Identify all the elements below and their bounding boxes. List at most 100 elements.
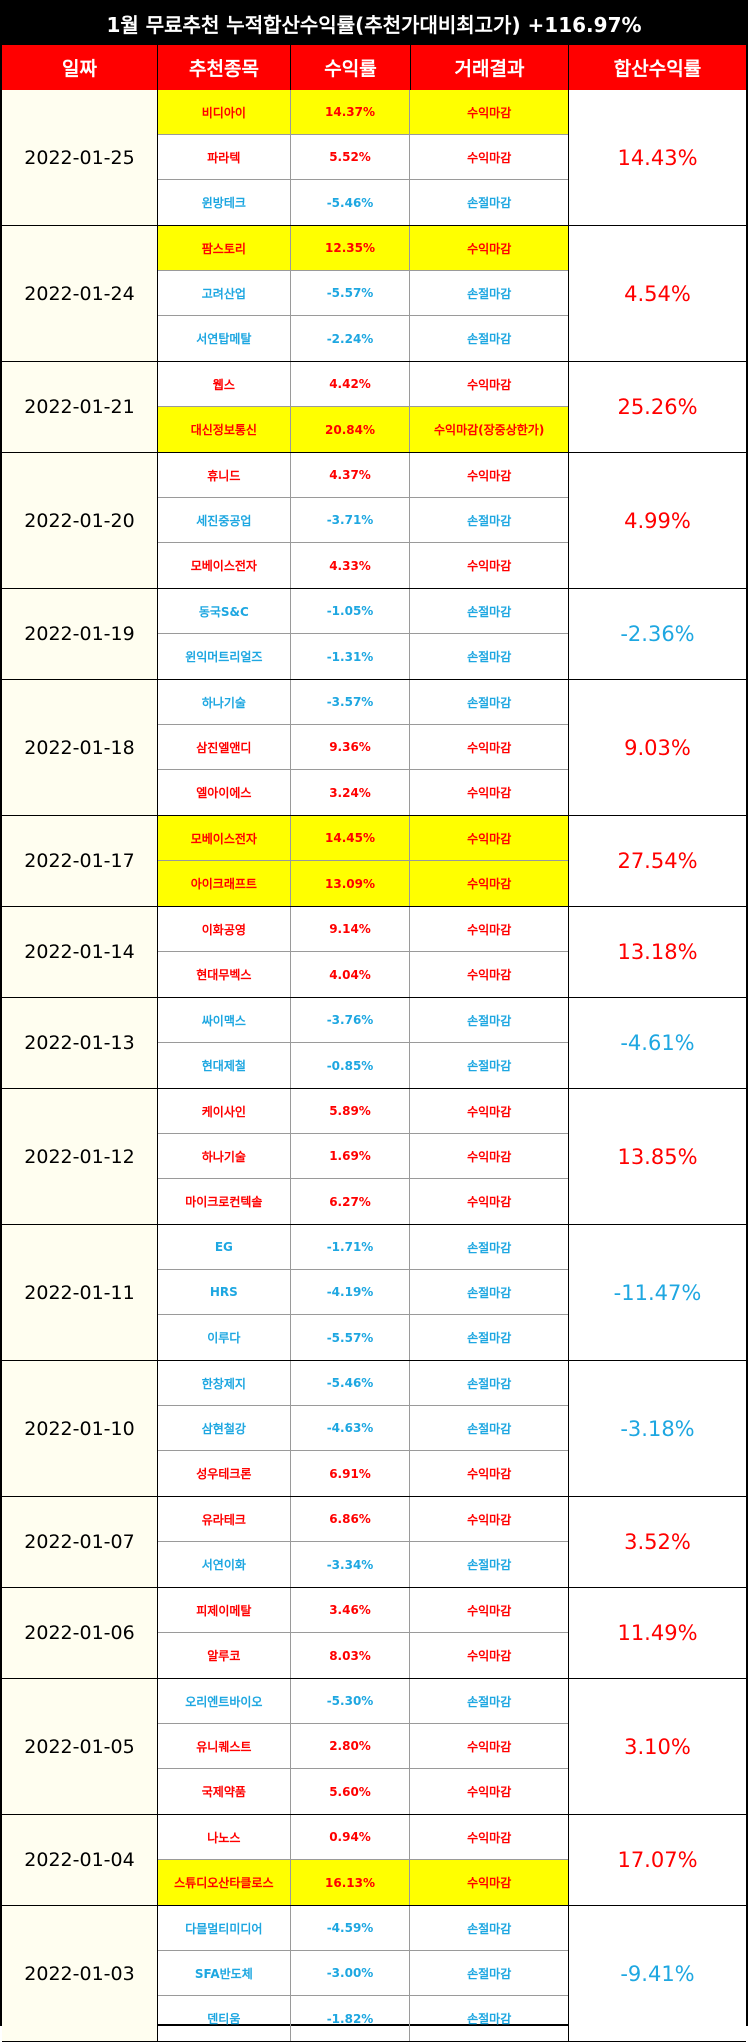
return-value: 9.14% — [291, 907, 411, 951]
stock-name: 엘아이에스 — [158, 770, 291, 815]
header-stock: 추천종목 — [158, 45, 291, 90]
total-return: 14.43% — [569, 90, 746, 225]
return-value: -0.85% — [291, 1043, 411, 1088]
table-row: 나노스 0.94% 수익마감 — [158, 1815, 568, 1860]
table-row: 피제이메탈 3.46% 수익마감 — [158, 1588, 568, 1633]
total-return: -9.41% — [569, 1906, 746, 2041]
total-return: -3.18% — [569, 1361, 746, 1496]
date-cell: 2022-01-05 — [2, 1679, 158, 1814]
return-value: 6.86% — [291, 1497, 411, 1541]
table-row: 웹스 4.42% 수익마감 — [158, 362, 568, 407]
return-value: 5.60% — [291, 1769, 411, 1814]
trade-result: 손절마감 — [467, 1240, 512, 1255]
trade-result: 손절마감 — [467, 604, 512, 619]
table-row: 하나기술 -3.57% 손절마감 — [158, 680, 568, 725]
return-value: 12.35% — [291, 226, 411, 270]
table-row: HRS -4.19% 손절마감 — [158, 1270, 568, 1315]
date-cell: 2022-01-18 — [2, 680, 158, 815]
date-group: 2022-01-07 유라테크 6.86% 수익마감 서연이화 -3.34% 손절마감 3.5… — [2, 1497, 746, 1588]
date-group: 2022-01-11 EG -1.71% 손절마감 HRS -4.19% 손절마감 이루다 -5… — [2, 1225, 746, 1361]
table-row: 모베이스전자 14.45% 수익마감 — [158, 816, 568, 861]
trade-result: 수익마감 — [467, 877, 512, 891]
stock-name: 성우테크론 — [158, 1451, 291, 1496]
date-group: 2022-01-25 비디아이 14.37% 수익마감 파라텍 5.52% 수익마감 윈방테크… — [2, 90, 746, 226]
trade-result: 수익마감 — [467, 1467, 512, 1481]
table-row: 세진중공업 -3.71% 손절마감 — [158, 498, 568, 543]
table-row: 이화공영 9.14% 수익마감 — [158, 907, 568, 952]
trade-result: 손절마감 — [467, 332, 512, 346]
stock-name: 아이크래프트 — [158, 861, 291, 906]
trade-result: 수익마감 — [467, 241, 512, 256]
trade-result: 수익마감 — [467, 968, 512, 982]
trade-result: 손절마감 — [467, 1285, 512, 1300]
table-row: 서연이화 -3.34% 손절마감 — [158, 1542, 568, 1587]
trade-result: 손절마감 — [467, 1376, 512, 1391]
table-row: 국제약품 5.60% 수익마감 — [158, 1769, 568, 1814]
date-cell: 2022-01-24 — [2, 226, 158, 361]
stock-name: 하나기술 — [158, 1134, 291, 1178]
trade-result: 손절마감 — [467, 1921, 512, 1936]
stock-name: 이화공영 — [158, 907, 291, 951]
header-total: 합산수익률 — [613, 58, 702, 80]
return-value: 4.37% — [291, 453, 411, 497]
stock-rows: 유라테크 6.86% 수익마감 서연이화 -3.34% 손절마감 — [158, 1497, 569, 1587]
stock-name: 케이사인 — [158, 1089, 291, 1133]
stock-name: 싸이맥스 — [158, 998, 291, 1042]
stock-name: 대신정보통신 — [158, 407, 291, 452]
date-cell: 2022-01-21 — [2, 362, 158, 452]
table-row: 유니퀘스트 2.80% 수익마감 — [158, 1724, 568, 1769]
table-row: 현대제철 -0.85% 손절마감 — [158, 1043, 568, 1088]
date-group: 2022-01-12 케이사인 5.89% 수익마감 하나기술 1.69% 수익마감 마이크로… — [2, 1089, 746, 1225]
stock-name: 삼진엘앤디 — [158, 725, 291, 769]
table-row: 하나기술 1.69% 수익마감 — [158, 1134, 568, 1179]
return-value: 14.37% — [291, 90, 411, 134]
date-cell: 2022-01-17 — [2, 816, 158, 906]
date-group: 2022-01-14 이화공영 9.14% 수익마감 현대무벡스 4.04% 수익마감 13.… — [2, 907, 746, 998]
table-row: 삼현철강 -4.63% 손절마감 — [158, 1406, 568, 1451]
table-row: 스튜디오산타클로스 16.13% 수익마감 — [158, 1860, 568, 1905]
total-return: 3.52% — [569, 1497, 746, 1587]
total-return: -11.47% — [569, 1225, 746, 1360]
date-group: 2022-01-21 웹스 4.42% 수익마감 대신정보통신 20.84% 수익마감(장중… — [2, 362, 746, 453]
total-return: 3.10% — [569, 1679, 746, 1814]
stock-name: 다믈멀티미디어 — [158, 1906, 291, 1950]
trade-result: 손절마감 — [467, 650, 512, 664]
stock-rows: 다믈멀티미디어 -4.59% 손절마감 SFA반도체 -3.00% 손절마감 덴티움 -1.8… — [158, 1906, 569, 2041]
date-cell: 2022-01-06 — [2, 1588, 158, 1678]
date-group: 2022-01-19 동국S&C -1.05% 손절마감 윈익머트리얼즈 -1.31% 손절… — [2, 589, 746, 680]
return-value: 5.52% — [291, 135, 411, 179]
return-value: 3.24% — [291, 770, 411, 815]
stock-name: 알루코 — [158, 1633, 291, 1678]
total-return: 13.18% — [569, 907, 746, 997]
date-cell: 2022-01-03 — [2, 1906, 158, 2041]
date-group: 2022-01-13 싸이맥스 -3.76% 손절마감 현대제철 -0.85% 손절마감 -4… — [2, 998, 746, 1089]
return-value: 4.42% — [291, 362, 411, 406]
stock-name: 동국S&C — [158, 589, 291, 633]
stock-rows: 비디아이 14.37% 수익마감 파라텍 5.52% 수익마감 윈방테크 -5.46% 손절마감 — [158, 90, 569, 225]
table-row: 파라텍 5.52% 수익마감 — [158, 135, 568, 180]
stock-name: 이루다 — [158, 1315, 291, 1360]
stock-rows: 팜스토리 12.35% 수익마감 고려산업 -5.57% 손절마감 서연탑메탈 -2.24% 손… — [158, 226, 569, 361]
trade-result: 수익마감 — [467, 1785, 512, 1799]
return-value: 4.33% — [291, 543, 411, 588]
trade-result: 수익마감 — [467, 150, 512, 165]
date-cell: 2022-01-25 — [2, 90, 158, 225]
date-cell: 2022-01-19 — [2, 589, 158, 679]
table-row: 성우테크론 6.91% 수익마감 — [158, 1451, 568, 1496]
stock-rows: 나노스 0.94% 수익마감 스튜디오산타클로스 16.13% 수익마감 — [158, 1815, 569, 1905]
return-value: -3.71% — [291, 498, 411, 542]
stock-name: 윈방테크 — [158, 180, 291, 225]
return-value: -3.34% — [291, 1542, 411, 1587]
stock-name: 파라텍 — [158, 135, 291, 179]
return-value: -4.59% — [291, 1906, 411, 1950]
stock-name: 국제약품 — [158, 1769, 291, 1814]
total-return: 4.54% — [569, 226, 746, 361]
return-value: 1.69% — [291, 1134, 411, 1178]
table-row: 싸이맥스 -3.76% 손절마감 — [158, 998, 568, 1043]
table-row: 팜스토리 12.35% 수익마감 — [158, 226, 568, 271]
return-value: -1.31% — [291, 634, 411, 679]
stock-name: 윈익머트리얼즈 — [158, 634, 291, 679]
return-value: -2.24% — [291, 316, 411, 361]
return-value: 13.09% — [291, 861, 411, 906]
trade-result: 손절마감 — [467, 196, 512, 210]
